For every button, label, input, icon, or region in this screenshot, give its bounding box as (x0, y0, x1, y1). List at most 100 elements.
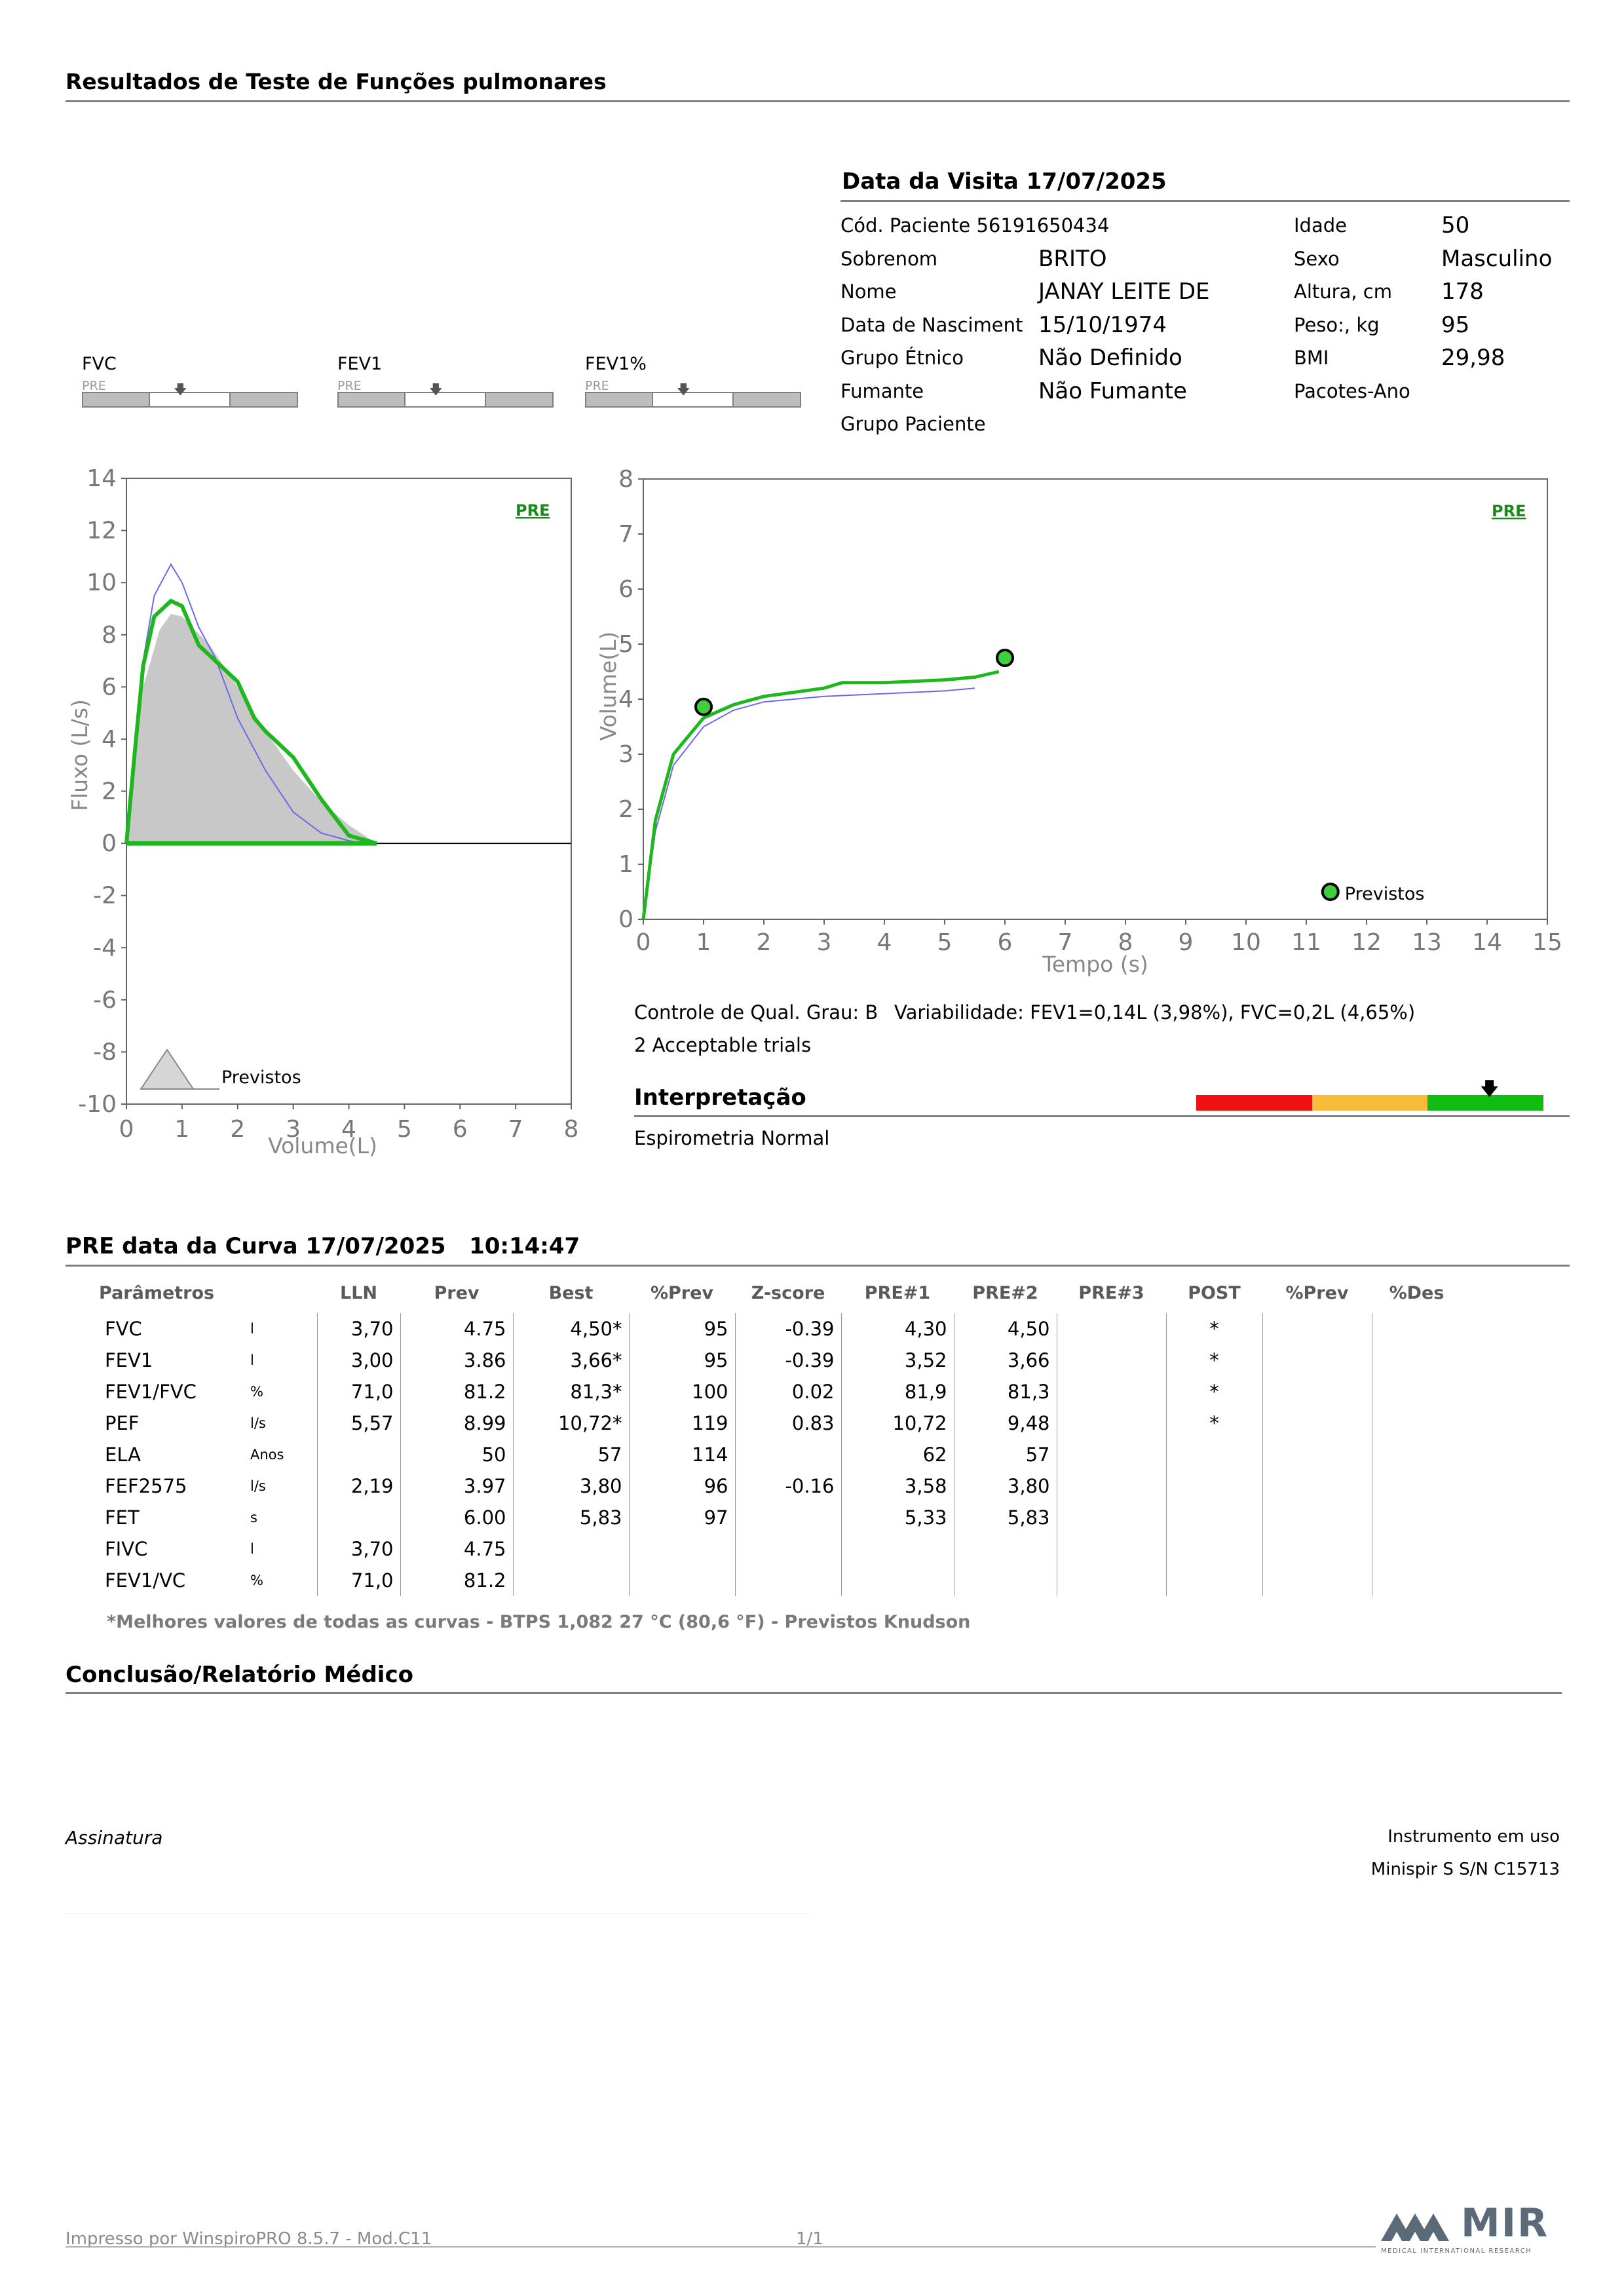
table-cell (1166, 1470, 1263, 1502)
table-cell: FIVC (105, 1538, 148, 1560)
legend-label: Previstos (1345, 884, 1425, 904)
table-cell: * (1166, 1407, 1263, 1439)
table-cell (317, 1502, 401, 1533)
visit-value: BRITO (1038, 245, 1107, 272)
x-tick-label: 14 (1472, 929, 1502, 956)
visit-value: JANAY LEITE DE (1038, 278, 1210, 305)
visit-value-right: Masculino (1441, 245, 1553, 272)
x-tick-label: 7 (508, 1116, 523, 1143)
gauge-normal-range (652, 393, 734, 406)
visit-value: Não Fumante (1038, 377, 1187, 404)
table-header: PRE#2 (972, 1282, 1038, 1303)
table-row: FEF2575 l/s 2,19 3.97 3,80 96 -0.16 3,58 3,80 (98, 1470, 1462, 1502)
table-header: LLN (339, 1282, 377, 1303)
gauge-bar (585, 392, 801, 408)
table-cell: FEV1/VC (105, 1569, 186, 1592)
x-tick-label: 11 (1291, 929, 1321, 956)
x-tick-label: 7 (1058, 929, 1073, 956)
table-cell (954, 1565, 1057, 1596)
table-cell (317, 1439, 401, 1470)
y-tick-label: -4 (93, 934, 117, 961)
x-tick-label: 8 (1118, 929, 1133, 956)
visit-label-right: Peso:, kg (1294, 313, 1380, 336)
table-cell: FEF2575 (105, 1475, 187, 1497)
mir-logo-subtitle: MEDICAL INTERNATIONAL RESEARCH (1381, 2248, 1532, 2255)
table-cell (1372, 1439, 1462, 1470)
table-cell (1372, 1407, 1462, 1439)
y-tick-label: 4 (102, 726, 117, 753)
table-cell (1372, 1345, 1462, 1376)
gauge-normal-range (149, 393, 231, 406)
plot-frame (643, 478, 1548, 920)
table-cell: 8.99 (400, 1407, 514, 1439)
visit-label-right: Idade (1294, 214, 1347, 237)
y-tick-label: 0 (618, 906, 633, 933)
y-tick-label: 8 (102, 622, 117, 649)
y-tick-label: 5 (618, 631, 633, 658)
table-cell: 114 (629, 1439, 736, 1470)
gauge-bar (337, 392, 554, 408)
table-cell (1372, 1470, 1462, 1502)
table-cell (513, 1565, 630, 1596)
table-cell: ELA (105, 1444, 141, 1466)
table-cell: 81.2 (400, 1565, 514, 1596)
scale-segment-red (1196, 1095, 1312, 1111)
table-cell: % (244, 1565, 318, 1596)
scale-segment-green (1427, 1095, 1544, 1111)
visit-label: Fumante (840, 379, 924, 402)
visit-value: 15/10/1974 (1038, 311, 1167, 338)
table-cell: FEV1 (105, 1349, 153, 1371)
visit-label: Grupo Étnico (840, 347, 964, 369)
table-cell: 97 (629, 1502, 736, 1533)
table-cell: 10,72* (513, 1407, 630, 1439)
y-tick-label: 6 (102, 674, 117, 700)
table-cell (1166, 1502, 1263, 1533)
table-cell (1057, 1376, 1167, 1407)
table-cell: 81,9 (841, 1376, 954, 1407)
marker-2 (1321, 883, 1340, 901)
table-cell (1166, 1565, 1263, 1596)
table-cell: 96 (629, 1470, 736, 1502)
table-cell (841, 1565, 954, 1596)
x-axis-label: Volume(L) (268, 1133, 377, 1158)
table-cell: 5,33 (841, 1502, 954, 1533)
flow-curve-2 (124, 598, 377, 845)
quality-control: Controle de Qual. Grau: B (634, 1001, 878, 1024)
table-cell: 5,83 (513, 1502, 630, 1533)
table-note: *Melhores valores de todas as curvas - B… (107, 1612, 971, 1632)
table-cell: l (244, 1345, 318, 1376)
table-cell (1372, 1533, 1462, 1565)
table-cell: 0.83 (735, 1407, 842, 1439)
table-cell: 3,66 (954, 1345, 1057, 1376)
table-cell: 81.2 (400, 1376, 514, 1407)
table-cell: * (1166, 1376, 1263, 1407)
table-row: PEF l/s 5,57 8.99 10,72* 119 0.83 10,72 9,48 * (98, 1407, 1462, 1439)
table-cell: 3.97 (400, 1470, 514, 1502)
table-cell (1262, 1313, 1372, 1345)
x-tick-label: 2 (230, 1116, 245, 1143)
y-tick-label: 10 (86, 569, 117, 596)
mir-logo: MIR MEDICAL INTERNATIONAL RESEARCH (1381, 2200, 1564, 2259)
table-cell (1057, 1502, 1167, 1533)
table-cell: 6.00 (400, 1502, 514, 1533)
volume-curve-1 (641, 670, 1000, 920)
quality-trials: 2 Acceptable trials (634, 1034, 812, 1056)
visit-label: Sobrenom (840, 247, 938, 270)
curve-title: PRE data da Curva 17/07/2025 10:14:47 (66, 1233, 580, 1259)
interpretation-scale (1196, 1095, 1544, 1111)
conclusion-divider (66, 1692, 1562, 1694)
table-cell (1262, 1533, 1372, 1565)
table-cell (629, 1533, 736, 1565)
y-tick-label: 2 (102, 778, 117, 805)
table-cell (1057, 1470, 1167, 1502)
mir-mountain-icon (1381, 2213, 1449, 2241)
table-row: FVC l 3,70 4.75 4,50* 95 -0.39 4,30 4,50 * (98, 1313, 1462, 1345)
interpretation-title: Interpretação (634, 1084, 806, 1111)
x-tick-label: 3 (817, 929, 832, 956)
table-cell (513, 1533, 630, 1565)
table-cell (1057, 1345, 1167, 1376)
table-cell: 9,48 (954, 1407, 1057, 1439)
table-cell: 3.86 (400, 1345, 514, 1376)
table-cell: -0.39 (735, 1313, 842, 1345)
